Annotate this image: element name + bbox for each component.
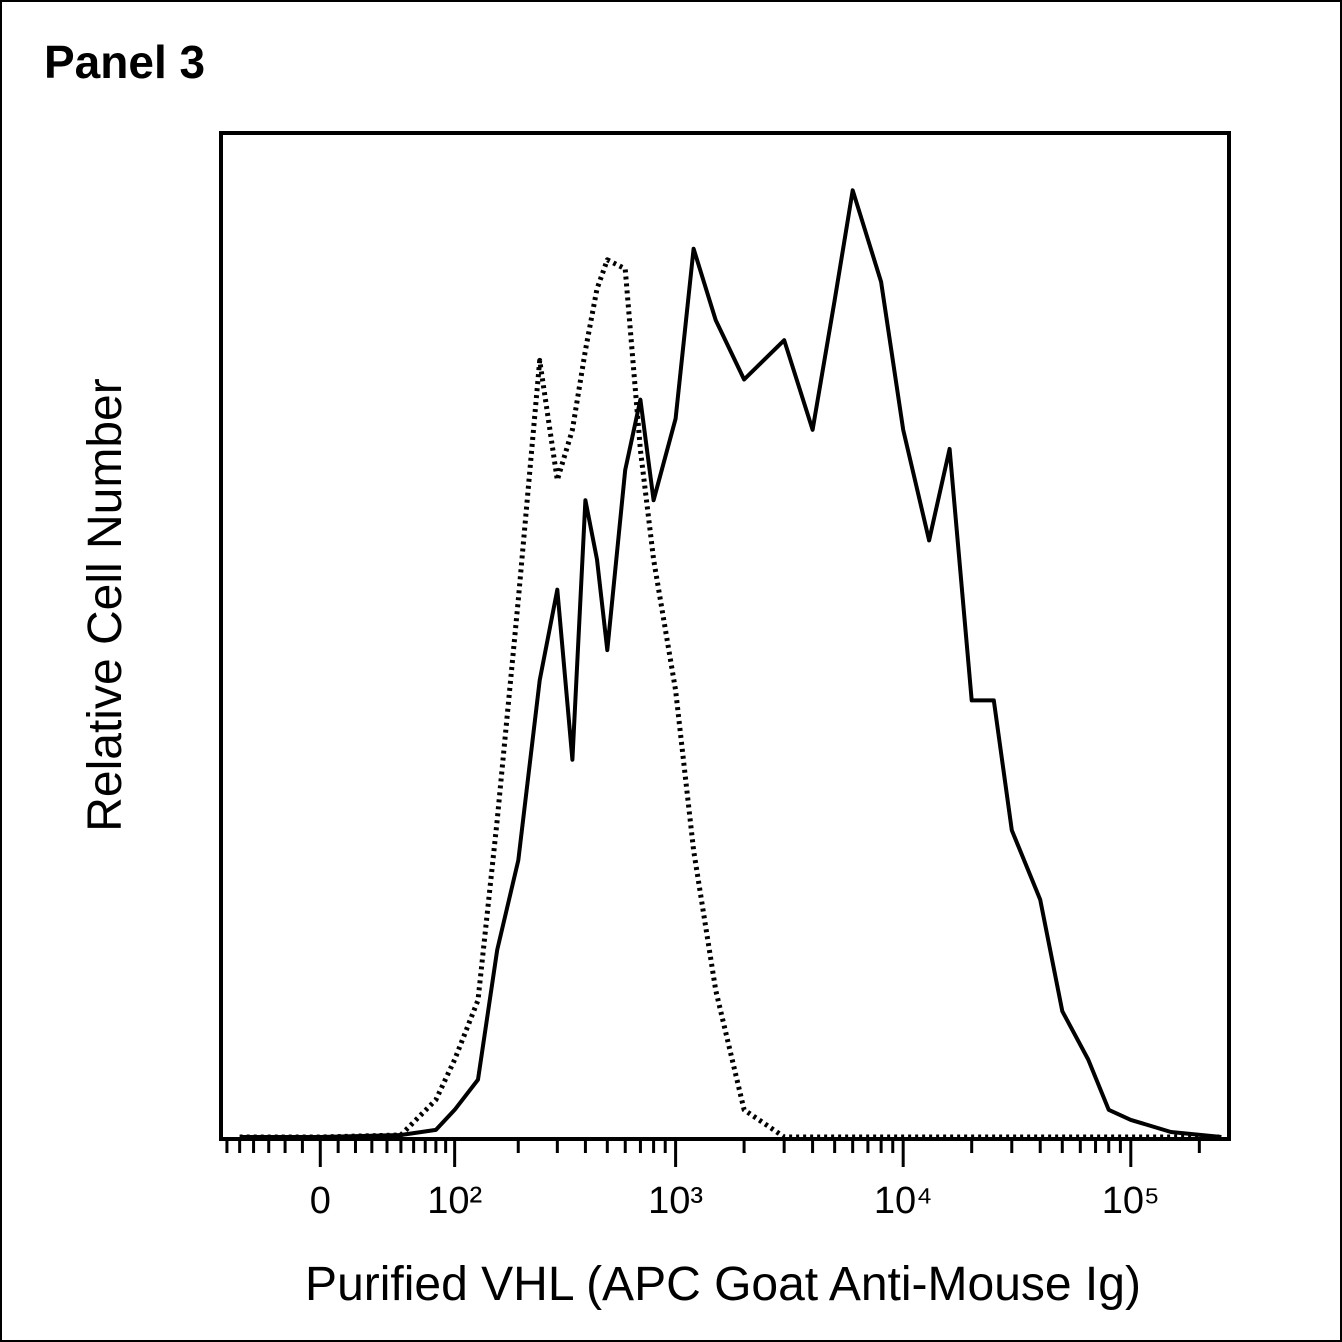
chart-title: Panel 3	[44, 36, 205, 88]
x-tick-label: 10⁴	[874, 1180, 933, 1222]
x-tick-label: 10²	[427, 1180, 482, 1222]
x-tick-label: 10⁵	[1102, 1180, 1160, 1222]
x-tick-label: 0	[310, 1180, 331, 1222]
y-axis-label: Relative Cell Number	[79, 378, 132, 832]
x-tick-label: 10³	[648, 1180, 703, 1222]
sample-histogram	[239, 188, 1222, 1139]
x-axis-label: Purified VHL (APC Goat Anti-Mouse Ig)	[305, 1258, 1141, 1311]
plot-area	[219, 131, 1231, 1141]
